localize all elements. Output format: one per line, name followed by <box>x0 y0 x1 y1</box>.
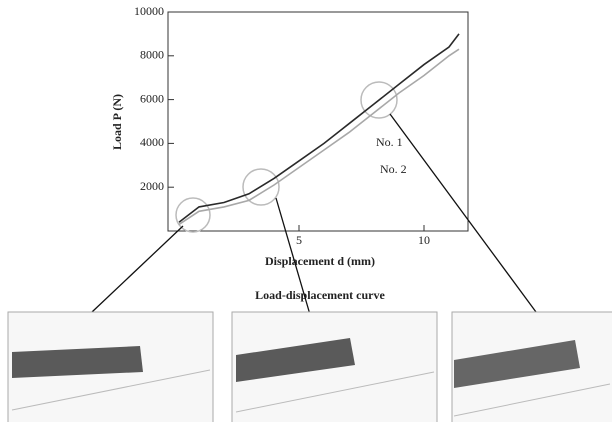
series-line <box>179 49 459 224</box>
plot-frame <box>168 12 468 231</box>
y-tick-label: 2000 <box>140 179 164 193</box>
y-tick-label: 10000 <box>134 4 164 18</box>
x-tick-label: 5 <box>296 233 302 247</box>
legend-label: No. 1 <box>376 135 403 149</box>
chart: Displacement d (mm) Load P (N) Load-disp… <box>0 0 612 422</box>
series-line <box>179 34 459 222</box>
x-axis-label: Displacement d (mm) <box>265 254 375 268</box>
y-axis-label: Load P (N) <box>110 94 124 150</box>
y-tick-label: 4000 <box>140 135 164 149</box>
y-tick-label: 8000 <box>140 48 164 62</box>
inset-panels <box>8 312 612 422</box>
caption: Load-displacement curve <box>255 288 385 302</box>
y-tick-label: 6000 <box>140 91 164 105</box>
x-tick-label: 10 <box>418 233 430 247</box>
legend-label: No. 2 <box>380 162 407 176</box>
